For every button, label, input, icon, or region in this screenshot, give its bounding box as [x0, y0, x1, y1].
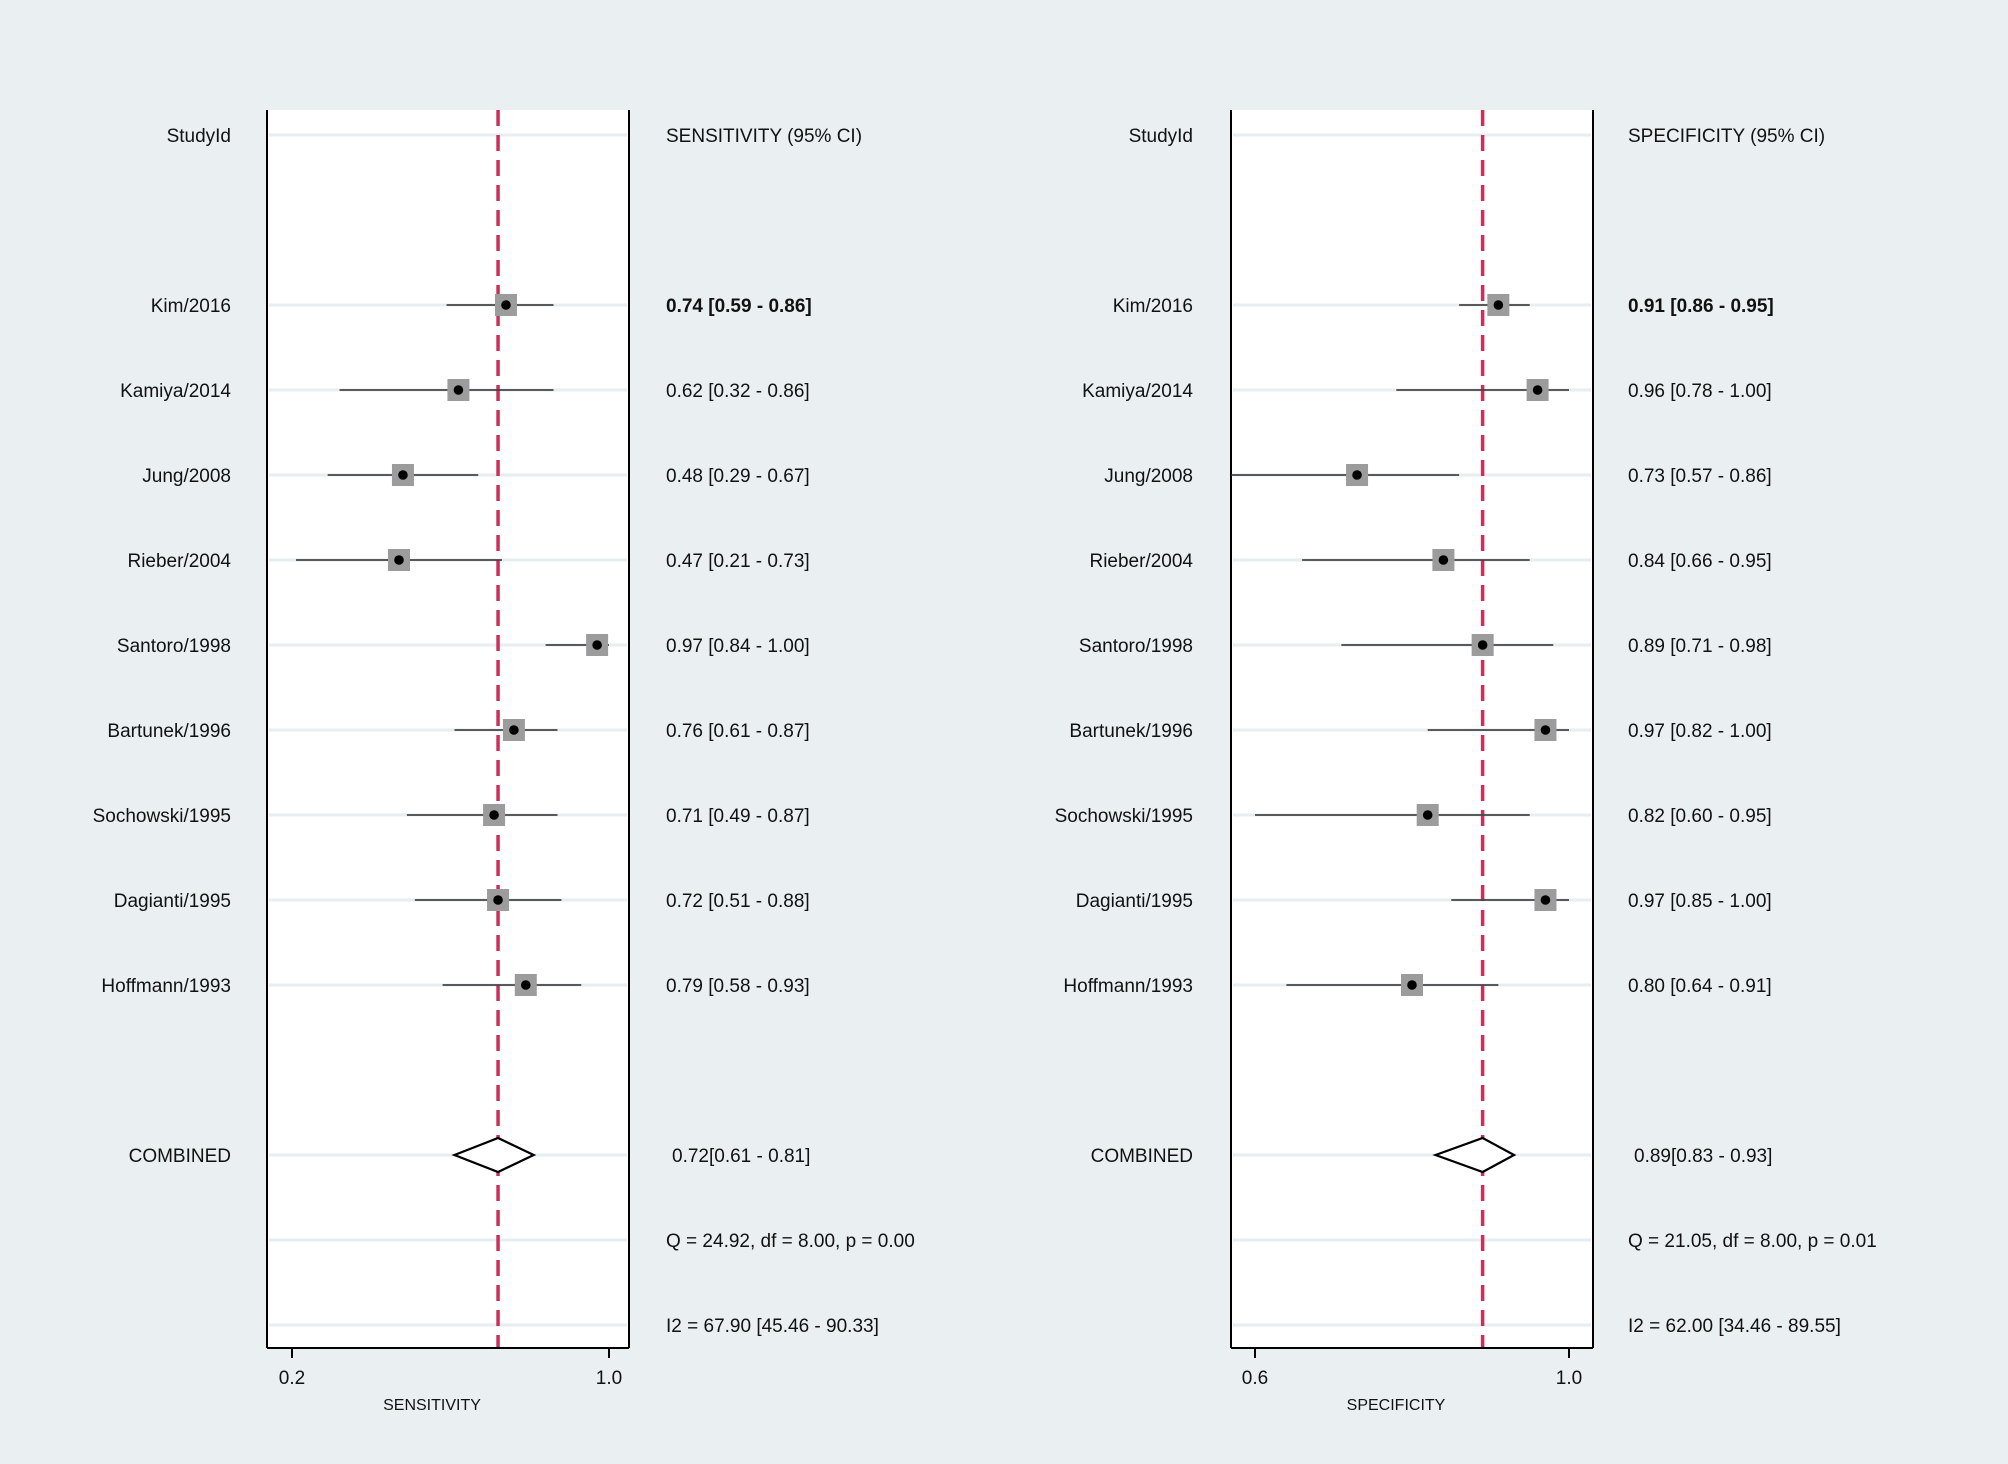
study-estimate-text: 0.74 [0.59 - 0.86]: [666, 296, 812, 317]
combined-estimate-text: 0.72[0.61 - 0.81]: [672, 1146, 810, 1167]
point-estimate: [1540, 725, 1551, 735]
combined-estimate-diamond: [1432, 1136, 1517, 1174]
study-label: Rieber/2004: [127, 551, 231, 572]
study-estimate-text: 0.47 [0.21 - 0.73]: [666, 551, 810, 572]
study-label: Kamiya/2014: [1082, 381, 1193, 402]
study-label: Bartunek/1996: [1069, 721, 1193, 742]
study-label: Sochowski/1995: [1055, 806, 1193, 827]
point-estimate: [394, 555, 404, 565]
study-label: Kamiya/2014: [120, 381, 231, 402]
x-tick-label: 1.0: [596, 1368, 622, 1389]
point-estimate: [1477, 640, 1488, 650]
study-estimate-text: 0.91 [0.86 - 0.95]: [1628, 296, 1774, 317]
study-estimate-text: 0.48 [0.29 - 0.67]: [666, 466, 810, 487]
heterogeneity-q-text: Q = 21.05, df = 8.00, p = 0.01: [1628, 1231, 1877, 1252]
study-label: Jung/2008: [1104, 466, 1193, 487]
study-label: Kim/2016: [1113, 296, 1193, 317]
study-estimate-text: 0.97 [0.85 - 1.00]: [1628, 891, 1772, 912]
study-label: Sochowski/1995: [93, 806, 231, 827]
study-label: Dagianti/1995: [114, 891, 231, 912]
study-column-header: StudyId: [167, 126, 231, 147]
combined-estimate-diamond: [451, 1136, 537, 1174]
study-estimate-text: 0.82 [0.60 - 0.95]: [1628, 806, 1772, 827]
point-estimate: [489, 810, 499, 820]
study-estimate-text: 0.97 [0.84 - 1.00]: [666, 636, 810, 657]
point-estimate: [1352, 470, 1362, 480]
point-estimate: [592, 640, 602, 650]
x-axis-title: SPECIFICITY: [1347, 1397, 1446, 1414]
point-estimate: [509, 725, 519, 735]
study-label: Kim/2016: [151, 296, 231, 317]
study-estimate-text: 0.62 [0.32 - 0.86]: [666, 381, 810, 402]
study-label: Santoro/1998: [117, 636, 231, 657]
combined-label: COMBINED: [129, 1146, 231, 1167]
study-label: Santoro/1998: [1079, 636, 1193, 657]
study-estimate-text: 0.76 [0.61 - 0.87]: [666, 721, 810, 742]
study-estimate-text: 0.71 [0.49 - 0.87]: [666, 806, 810, 827]
point-estimate: [398, 470, 408, 480]
heterogeneity-i2-text: I2 = 62.00 [34.46 - 89.55]: [1628, 1316, 1841, 1337]
study-estimate-text: 0.73 [0.57 - 0.86]: [1628, 466, 1772, 487]
study-estimate-text: 0.97 [0.82 - 1.00]: [1628, 721, 1772, 742]
heterogeneity-q-text: Q = 24.92, df = 8.00, p = 0.00: [666, 1231, 915, 1252]
point-estimate: [1493, 300, 1504, 310]
study-label: Hoffmann/1993: [101, 976, 231, 997]
study-estimate-text: 0.79 [0.58 - 0.93]: [666, 976, 810, 997]
point-estimate: [1422, 810, 1433, 820]
estimate-column-header: SENSITIVITY (95% CI): [666, 126, 862, 147]
sensitivity-forest-panel: 0.2 1.0 SENSITIVITY StudyId SENSITIVITY (95%…: [93, 110, 915, 1414]
x-tick-label: 0.6: [1242, 1368, 1268, 1389]
study-estimate-text: 0.96 [0.78 - 1.00]: [1628, 381, 1772, 402]
study-column-header: StudyId: [1129, 126, 1193, 147]
x-tick-label: 1.0: [1556, 1368, 1582, 1389]
combined-estimate-text: 0.89[0.83 - 0.93]: [1634, 1146, 1772, 1167]
point-estimate: [520, 980, 531, 990]
point-estimate: [1532, 385, 1543, 395]
study-estimate-text: 0.80 [0.64 - 0.91]: [1628, 976, 1772, 997]
point-estimate: [493, 895, 503, 905]
study-estimate-text: 0.89 [0.71 - 0.98]: [1628, 636, 1772, 657]
estimate-column-header: SPECIFICITY (95% CI): [1628, 126, 1825, 147]
point-estimate: [501, 300, 511, 310]
study-label: Jung/2008: [142, 466, 231, 487]
study-estimate-text: 0.84 [0.66 - 0.95]: [1628, 551, 1772, 572]
point-estimate: [1407, 980, 1417, 990]
study-label: Hoffmann/1993: [1063, 976, 1193, 997]
combined-label: COMBINED: [1091, 1146, 1193, 1167]
x-tick-label: 0.2: [279, 1368, 305, 1389]
study-estimate-text: 0.72 [0.51 - 0.88]: [666, 891, 810, 912]
point-estimate: [453, 385, 464, 395]
heterogeneity-i2-text: I2 = 67.90 [45.46 - 90.33]: [666, 1316, 879, 1337]
specificity-forest-panel: 0.6 1.0 SPECIFICITY StudyId SPECIFICITY (95%…: [1055, 110, 1877, 1414]
point-estimate: [1438, 555, 1449, 565]
point-estimate: [1540, 895, 1551, 905]
x-axis-title: SENSITIVITY: [383, 1397, 481, 1414]
study-label: Dagianti/1995: [1076, 891, 1193, 912]
study-label: Rieber/2004: [1089, 551, 1193, 572]
study-label: Bartunek/1996: [107, 721, 231, 742]
